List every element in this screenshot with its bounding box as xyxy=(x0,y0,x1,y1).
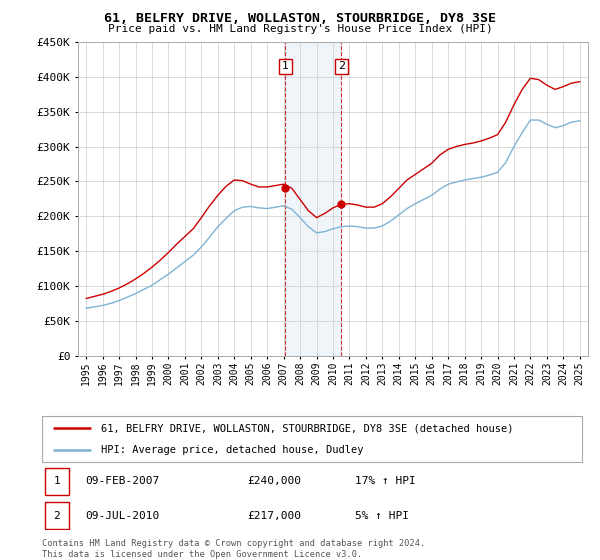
Text: Contains HM Land Registry data © Crown copyright and database right 2024.
This d: Contains HM Land Registry data © Crown c… xyxy=(42,539,425,559)
Text: HPI: Average price, detached house, Dudley: HPI: Average price, detached house, Dudl… xyxy=(101,445,364,455)
Text: 5% ↑ HPI: 5% ↑ HPI xyxy=(355,511,409,521)
Text: 17% ↑ HPI: 17% ↑ HPI xyxy=(355,476,416,486)
Text: 2: 2 xyxy=(338,62,345,71)
Text: 09-JUL-2010: 09-JUL-2010 xyxy=(85,511,160,521)
Text: 1: 1 xyxy=(282,62,289,71)
Text: 2: 2 xyxy=(53,511,60,521)
Text: 61, BELFRY DRIVE, WOLLASTON, STOURBRIDGE, DY8 3SE: 61, BELFRY DRIVE, WOLLASTON, STOURBRIDGE… xyxy=(104,12,496,25)
Bar xyxy=(285,42,341,356)
Text: 1: 1 xyxy=(53,476,60,486)
Text: £240,000: £240,000 xyxy=(247,476,301,486)
Text: £217,000: £217,000 xyxy=(247,511,301,521)
Text: Price paid vs. HM Land Registry's House Price Index (HPI): Price paid vs. HM Land Registry's House … xyxy=(107,24,493,34)
Text: 09-FEB-2007: 09-FEB-2007 xyxy=(85,476,160,486)
Text: 61, BELFRY DRIVE, WOLLASTON, STOURBRIDGE, DY8 3SE (detached house): 61, BELFRY DRIVE, WOLLASTON, STOURBRIDGE… xyxy=(101,423,514,433)
